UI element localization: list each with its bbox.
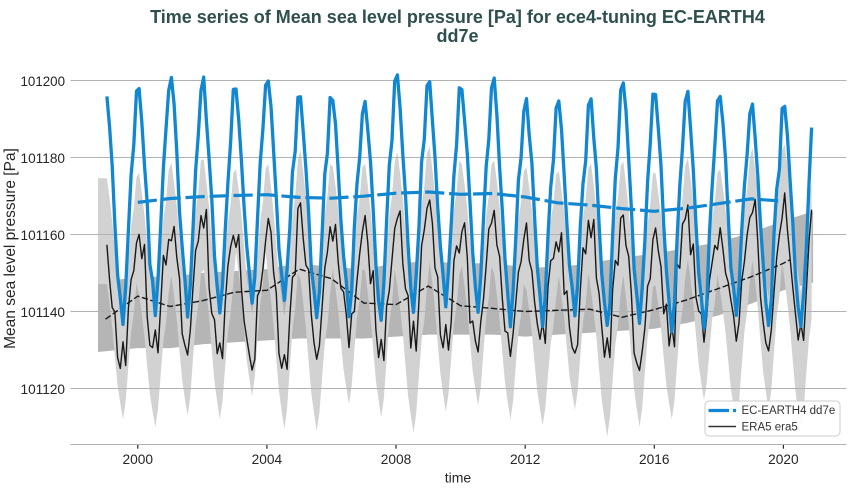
svg-text:ERA5 era5: ERA5 era5 [742,421,798,433]
svg-text:2008: 2008 [381,451,412,467]
svg-text:101120: 101120 [21,381,66,397]
svg-text:Mean sea level pressure [Pa]: Mean sea level pressure [Pa] [2,148,19,349]
svg-text:EC-EARTH4 dd7e: EC-EARTH4 dd7e [742,405,836,417]
svg-text:101140: 101140 [21,304,66,320]
svg-text:2004: 2004 [252,451,283,467]
svg-text:time: time [445,470,472,486]
svg-text:2016: 2016 [639,451,670,467]
svg-text:2000: 2000 [123,451,154,467]
svg-text:2012: 2012 [510,451,541,467]
svg-text:Time series of Mean sea level: Time series of Mean sea level pressure [… [150,7,765,27]
svg-text:dd7e: dd7e [436,26,478,46]
svg-text:2020: 2020 [768,451,799,467]
svg-text:101160: 101160 [21,227,66,243]
svg-text:101180: 101180 [21,150,66,166]
svg-text:101200: 101200 [21,73,66,89]
